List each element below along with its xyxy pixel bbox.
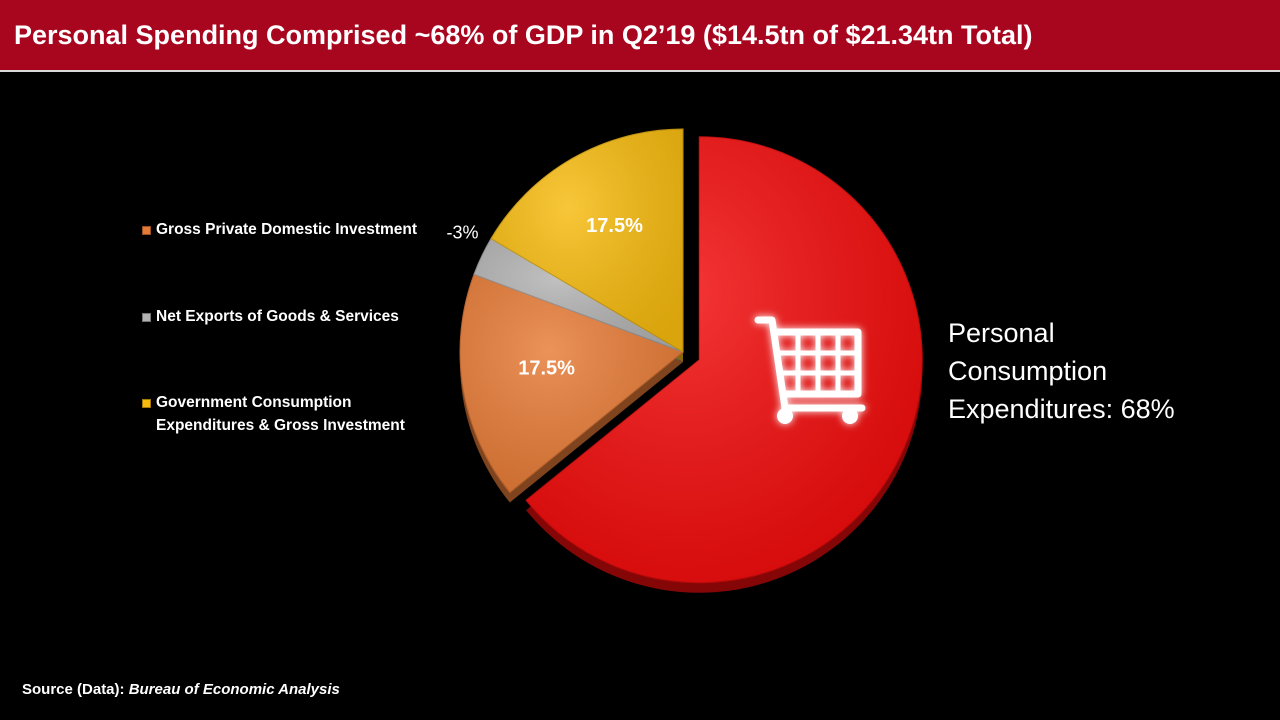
source-name: Bureau of Economic Analysis [128, 681, 340, 698]
pie-slice-shading [473, 238, 683, 352]
pie-slice-shading [490, 129, 683, 352]
title-bar: Personal Spending Comprised ~68% of GDP … [0, 0, 1280, 72]
source-note: Source (Data): Bureau of Economic Analys… [22, 681, 340, 698]
pie-slice-label-0: Personal Consumption Expenditures: 68% [948, 318, 1175, 424]
legend-label: Net Exports of Goods & Services [156, 308, 399, 325]
legend-item-government-consumption: Government Consumption Expenditures & Gr… [142, 394, 405, 437]
chart-title: Personal Spending Comprised ~68% of GDP … [14, 20, 1033, 50]
legend-item-gross-private-domestic-investment: Gross Private Domestic Investment [142, 221, 417, 241]
legend-swatch [142, 226, 151, 235]
legend-label: Government Consumption Expenditures & Gr… [156, 394, 405, 434]
pie-slice-shading [526, 136, 923, 583]
shopping-cart-icon [754, 316, 866, 424]
source-prefix: Source (Data): [22, 681, 129, 698]
legend-label: Gross Private Domestic Investment [156, 221, 418, 238]
legend-swatch [142, 313, 151, 322]
pie-slice-label-2: -3% [446, 223, 478, 243]
legend-item-net-exports: Net Exports of Goods & Services [142, 308, 399, 328]
pie-slice-label-1: 17.5% [518, 357, 575, 379]
pie-slice-label-3: 17.5% [586, 215, 643, 237]
legend-swatch [142, 399, 151, 408]
pie-slice-shading [460, 274, 683, 493]
